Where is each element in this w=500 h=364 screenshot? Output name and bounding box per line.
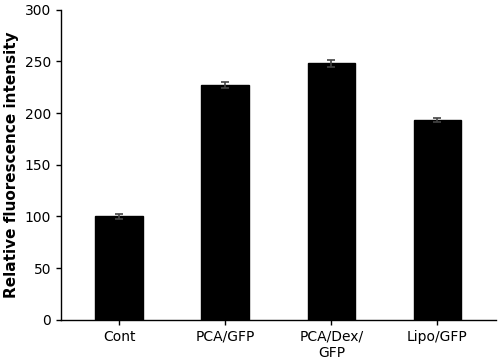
Bar bbox=[202, 85, 249, 320]
Bar bbox=[308, 63, 355, 320]
Bar bbox=[414, 120, 462, 320]
Bar bbox=[96, 217, 143, 320]
Y-axis label: Relative fluorescence intensity: Relative fluorescence intensity bbox=[4, 31, 19, 298]
